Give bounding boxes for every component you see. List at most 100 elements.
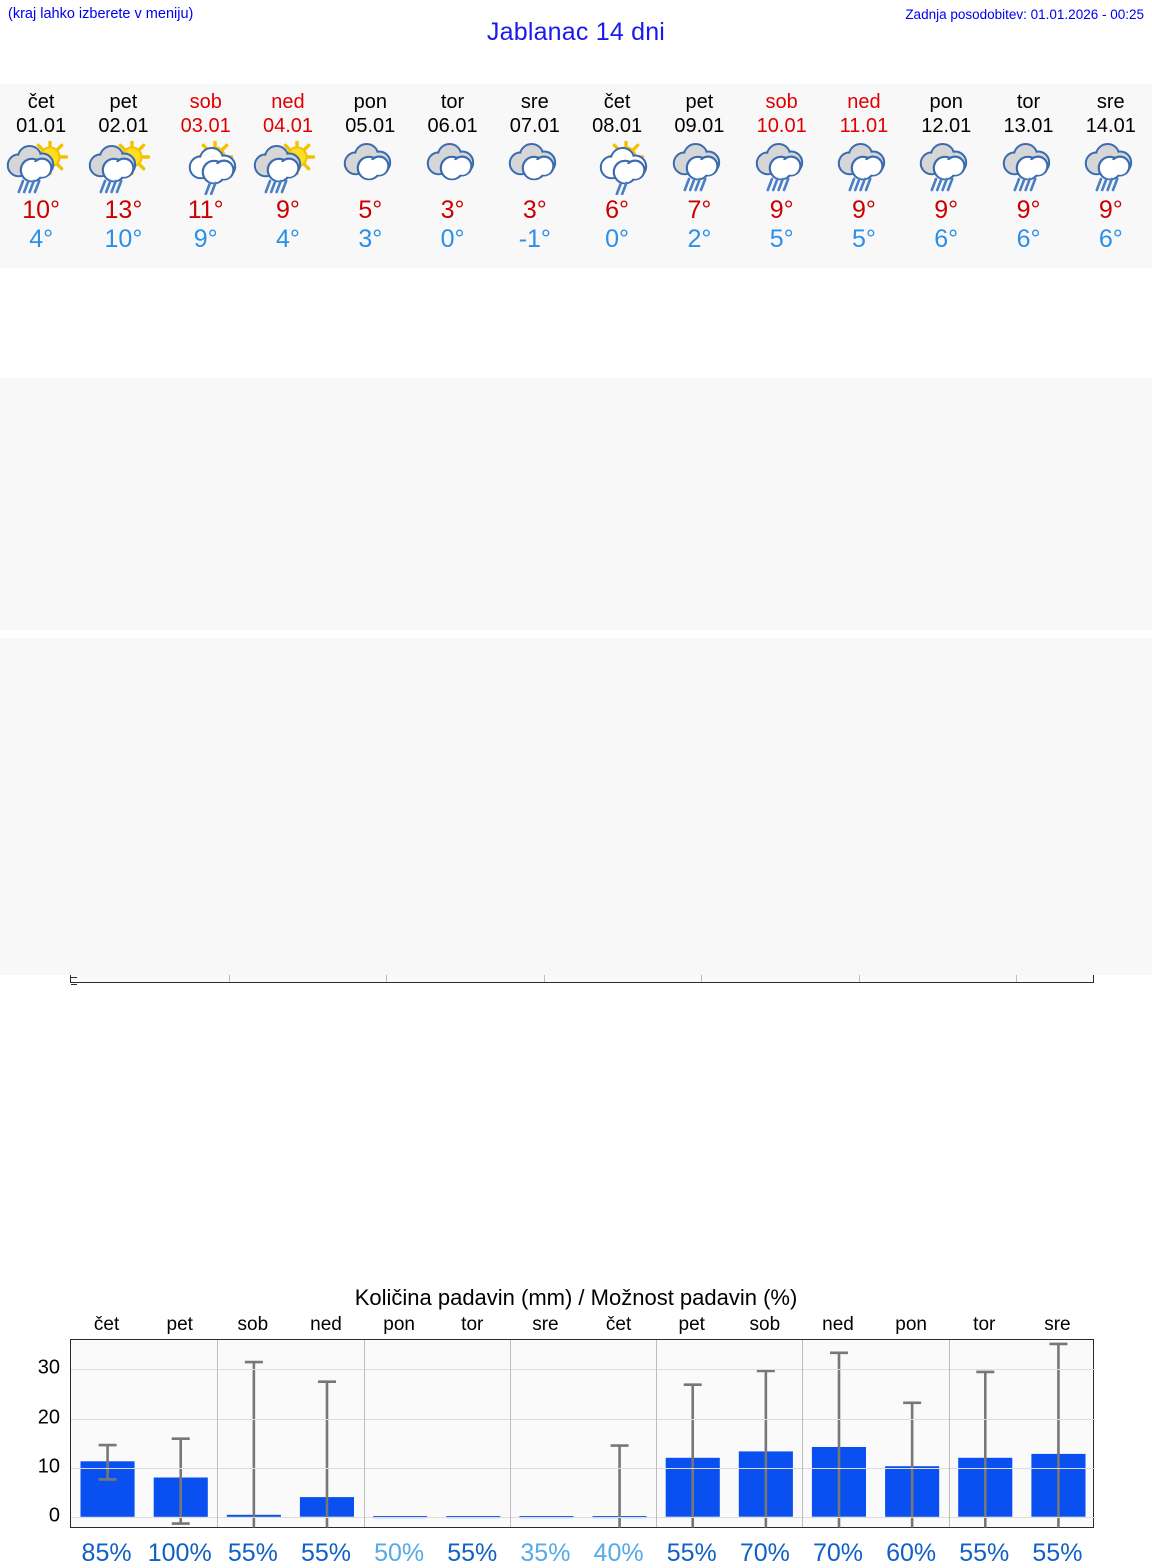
cloud-rain-icon bbox=[825, 141, 903, 195]
temp-max: 13° bbox=[104, 196, 143, 224]
precipitation-day-label: pet bbox=[678, 1314, 705, 1335]
cloud-rain-icon bbox=[743, 141, 821, 195]
day-column[interactable]: tor 06.01 3° 0° bbox=[411, 84, 493, 268]
day-of-week: ned bbox=[847, 91, 881, 113]
sun-cloud-rain-icon bbox=[84, 138, 162, 195]
day-of-week: sre bbox=[1096, 91, 1125, 113]
day-column[interactable]: sre 14.01 9° 6° bbox=[1070, 84, 1152, 268]
temp-max: 9° bbox=[852, 196, 876, 224]
gridline-vertical bbox=[948, 1340, 950, 1527]
precipitation-chart-title: Količina padavin (mm) / Možnost padavin … bbox=[354, 1285, 798, 1310]
temp-min: 9° bbox=[193, 225, 218, 253]
day-of-week: čet bbox=[27, 91, 55, 113]
temp-min: -1° bbox=[518, 225, 551, 253]
cloud-icon bbox=[331, 141, 409, 195]
temp-max: 9° bbox=[1098, 196, 1123, 224]
temp-max: 6° bbox=[605, 196, 630, 224]
gridline-horizontal bbox=[71, 1467, 1095, 1469]
day-column[interactable]: pet 02.01 13° 10° bbox=[82, 84, 164, 268]
menu-hint-text[interactable]: (kraj lahko izberete v meniju) bbox=[8, 6, 194, 22]
cloud-rain-icon bbox=[907, 141, 985, 195]
precipitation-day-label: tor bbox=[461, 1314, 484, 1335]
temp-min: 0° bbox=[605, 225, 630, 253]
precipitation-error-bar bbox=[244, 1360, 263, 1528]
day-column[interactable]: ned 04.01 9° 4° bbox=[247, 84, 329, 268]
gridline-vertical bbox=[217, 1340, 219, 1527]
precipitation-day-label: pon bbox=[383, 1314, 415, 1335]
precipitation-day-label: pet bbox=[166, 1314, 193, 1335]
day-date: 05.01 bbox=[345, 115, 396, 137]
axis-tick-mark bbox=[71, 976, 77, 978]
precipitation-day-label: ned bbox=[310, 1314, 342, 1335]
day-date: 14.01 bbox=[1085, 115, 1136, 137]
precipitation-chart-section: Količina padavin (mm) / Možnost padavin … bbox=[0, 638, 1152, 1567]
temp-min: 10° bbox=[104, 225, 143, 253]
gridline-vertical bbox=[656, 1340, 658, 1527]
temp-max: 11° bbox=[187, 196, 224, 224]
day-column[interactable]: pon 12.01 9° 6° bbox=[905, 84, 987, 268]
temp-max: 9° bbox=[1016, 196, 1041, 224]
temp-max: 3° bbox=[522, 196, 547, 224]
cloud-icon bbox=[414, 141, 492, 195]
daily-forecast-strip: čet 01.01 10° 4° pet 02.01 13° 10° sob 03.01 11° 9°… bbox=[0, 84, 1152, 268]
day-column[interactable]: pet 09.01 7° 2° bbox=[658, 84, 740, 268]
day-column[interactable]: pon 05.01 5° 3° bbox=[329, 84, 411, 268]
day-date: 06.01 bbox=[427, 115, 478, 137]
temp-max: 9° bbox=[769, 196, 794, 224]
temp-max: 9° bbox=[934, 196, 959, 224]
day-column[interactable]: sob 10.01 9° 5° bbox=[741, 84, 823, 268]
day-column[interactable]: čet 01.01 10° 4° bbox=[0, 84, 82, 268]
day-column[interactable]: sre 07.01 3° -1° bbox=[494, 84, 576, 268]
temp-min: 2° bbox=[687, 225, 712, 253]
temp-min: 5° bbox=[769, 225, 794, 253]
precipitation-day-label: čet bbox=[605, 1314, 632, 1335]
day-column[interactable]: tor 13.01 9° 6° bbox=[987, 84, 1069, 268]
temp-min: 6° bbox=[1016, 225, 1041, 253]
temperature-chart-section: Temperatura (°C) © vreme.us & vreme.pro … bbox=[0, 378, 1152, 986]
day-column[interactable]: čet 08.01 6° 0° bbox=[576, 84, 658, 268]
day-of-week: sob bbox=[189, 91, 222, 113]
precipitation-day-label: sob bbox=[237, 1314, 269, 1335]
cloud-icon bbox=[496, 141, 574, 195]
day-date: 01.01 bbox=[16, 115, 67, 137]
gridline-vertical bbox=[802, 1340, 804, 1527]
day-of-week: pon bbox=[353, 91, 387, 113]
precipitation-plot-area bbox=[70, 1339, 1095, 1528]
day-of-week: čet bbox=[603, 91, 631, 113]
day-date: 03.01 bbox=[180, 115, 231, 137]
day-column[interactable]: sob 03.01 11° 9° bbox=[165, 84, 247, 268]
precipitation-day-label: ned bbox=[822, 1314, 854, 1335]
sun-cloud-rain-light-icon bbox=[167, 138, 245, 196]
day-of-week: tor bbox=[440, 91, 465, 113]
day-of-week: sob bbox=[765, 91, 798, 113]
precipitation-day-label: tor bbox=[973, 1314, 996, 1335]
day-date: 04.01 bbox=[262, 115, 314, 137]
day-date: 10.01 bbox=[756, 115, 807, 137]
day-date: 09.01 bbox=[674, 115, 725, 137]
day-date: 13.01 bbox=[1003, 115, 1054, 137]
day-date: 02.01 bbox=[98, 115, 149, 137]
cloud-rain-icon bbox=[990, 141, 1068, 195]
temp-min: 3° bbox=[358, 225, 383, 253]
day-date: 08.01 bbox=[592, 115, 643, 137]
cloud-rain-icon bbox=[1072, 141, 1150, 195]
precipitation-probability-label: 55% bbox=[1032, 1539, 1083, 1567]
temp-min: 6° bbox=[934, 225, 959, 253]
temp-min: 5° bbox=[852, 225, 876, 253]
last-updated-text: Zadnja posodobitev: 01.01.2026 - 00:25 bbox=[905, 7, 1144, 22]
temp-min: 4° bbox=[276, 225, 300, 253]
gridline-vertical bbox=[363, 1340, 365, 1527]
day-column[interactable]: ned 11.01 9° 5° bbox=[823, 84, 905, 268]
sun-cloud-rain-icon bbox=[249, 138, 327, 195]
temp-max: 9° bbox=[276, 196, 300, 224]
sun-cloud-rain-light-icon bbox=[578, 138, 656, 196]
y-axis-tick-label: 0 bbox=[48, 1504, 60, 1527]
page-header: (kraj lahko izberete v meniju) Jablanac … bbox=[0, 0, 1152, 84]
y-axis-tick-label: 10 bbox=[37, 1455, 60, 1478]
temp-min: 4° bbox=[29, 225, 54, 253]
gridline-horizontal bbox=[71, 1418, 1095, 1420]
day-date: 11.01 bbox=[839, 115, 889, 137]
day-date: 07.01 bbox=[509, 115, 560, 137]
precipitation-day-label: sre bbox=[532, 1314, 559, 1335]
page-title: Jablanac 14 dni bbox=[486, 18, 666, 46]
